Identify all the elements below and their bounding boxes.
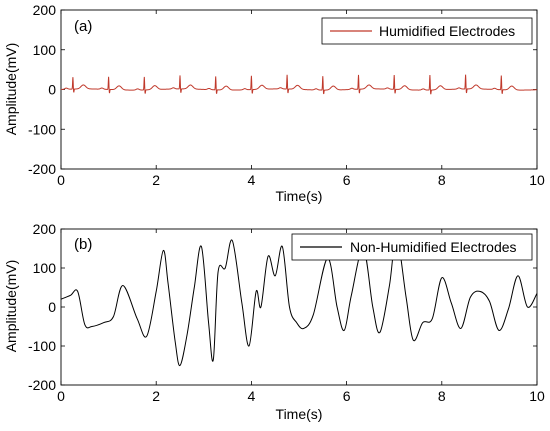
panel-a-legend: Humidified Electrodes xyxy=(321,17,533,45)
panel-b-y-tick-label: 200 xyxy=(33,221,57,237)
panel-a-y-tick-label: -200 xyxy=(28,161,56,177)
panel-a-y-axis-label: Amplitude(mV) xyxy=(3,43,19,136)
panel-a-x-tick-label: 2 xyxy=(152,172,160,188)
panel-a: 0 2 4 6 8 10 200 100 0 -100 -200 (a) Humidified El… xyxy=(3,2,545,204)
panel-b-legend-label: Non-Humidified Electrodes xyxy=(350,239,517,255)
panel-a-legend-label: Humidified Electrodes xyxy=(379,23,515,39)
panel-a-x-tick-label: 4 xyxy=(248,172,256,188)
panel-b-x-tick-label: 8 xyxy=(438,388,446,404)
panel-b: 0 2 4 6 8 10 200 100 0 -100 -200 (b) Non-Humidifie… xyxy=(3,221,545,422)
panel-b-x-tick-label: 6 xyxy=(343,388,351,404)
panel-b-ticks: 0 2 4 6 8 10 200 100 0 -100 -200 xyxy=(28,221,545,404)
panel-b-x-tick-label: 2 xyxy=(152,388,160,404)
panel-b-y-tick-label: 0 xyxy=(48,299,56,315)
panel-b-y-tick-label: -200 xyxy=(28,377,56,393)
panel-b-y-tick-label: 100 xyxy=(33,260,57,276)
panel-b-y-axis-label: Amplitude(mV) xyxy=(3,260,19,353)
panel-a-y-tick-label: 0 xyxy=(48,82,56,98)
panel-a-series-line xyxy=(60,74,538,95)
panel-b-legend: Non-Humidified Electrodes xyxy=(291,233,533,261)
panel-b-x-tick-label: 0 xyxy=(57,388,65,404)
panel-a-x-tick-label: 6 xyxy=(343,172,351,188)
panel-b-y-tick-label: -100 xyxy=(28,338,56,354)
panel-a-x-tick-label: 10 xyxy=(529,172,545,188)
panel-b-series xyxy=(60,236,538,367)
panel-a-label: (a) xyxy=(74,18,92,35)
panel-b-x-axis-label: Time(s) xyxy=(276,406,323,422)
panel-a-x-tick-label: 8 xyxy=(438,172,446,188)
panel-a-y-tick-label: 200 xyxy=(33,2,57,18)
panel-a-ticks: 0 2 4 6 8 10 200 100 0 -100 -200 xyxy=(28,2,545,188)
panel-b-series-line xyxy=(60,236,538,367)
panel-a-series xyxy=(60,74,538,95)
panel-a-x-tick-label: 0 xyxy=(57,172,65,188)
panel-a-x-axis-label: Time(s) xyxy=(276,188,323,204)
panel-a-y-tick-label: -100 xyxy=(28,121,56,137)
panel-b-x-tick-label: 10 xyxy=(529,388,545,404)
panel-a-y-tick-label: 100 xyxy=(33,42,57,58)
panel-b-x-tick-label: 4 xyxy=(248,388,256,404)
panel-b-label: (b) xyxy=(74,236,92,253)
